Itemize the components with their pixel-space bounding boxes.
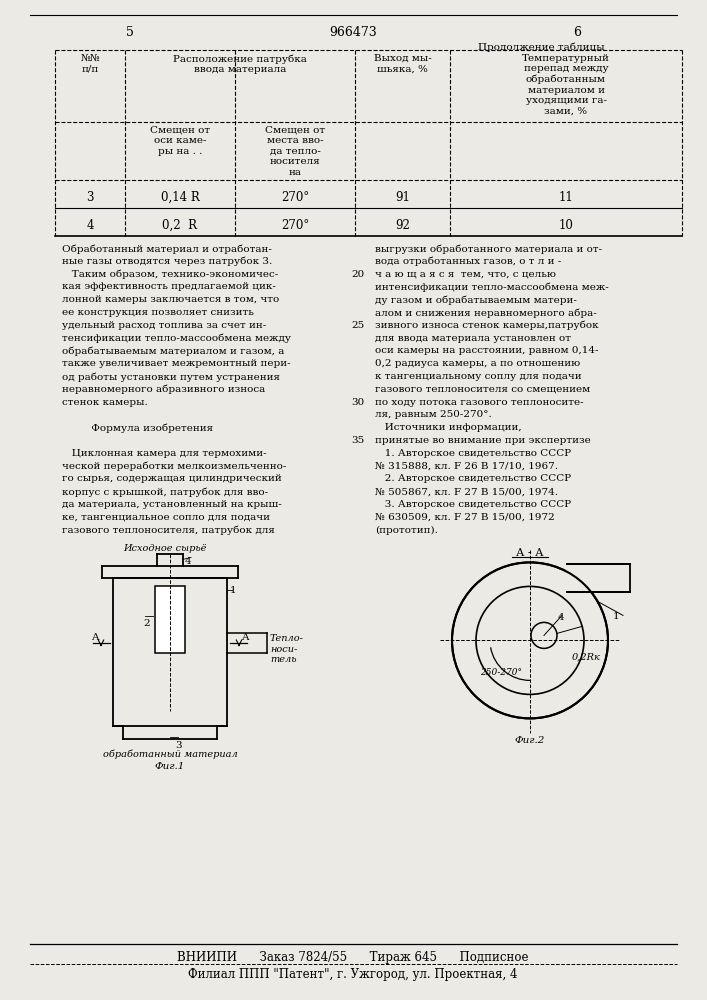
Text: 2: 2 xyxy=(143,619,150,628)
Text: принятые во внимание при экспертизе: принятые во внимание при экспертизе xyxy=(375,436,591,445)
Text: лонной камеры заключается в том, что: лонной камеры заключается в том, что xyxy=(62,295,279,304)
Text: 0,2  R: 0,2 R xyxy=(163,219,197,232)
Text: № 505867, кл. F 27 B 15/00, 1974.: № 505867, кл. F 27 B 15/00, 1974. xyxy=(375,487,558,496)
Text: Формула изобретения: Формула изобретения xyxy=(62,423,213,433)
Text: ее конструкция позволяет снизить: ее конструкция позволяет снизить xyxy=(62,308,254,317)
Text: 966473: 966473 xyxy=(329,26,377,39)
Text: Продолжение таблицы: Продолжение таблицы xyxy=(478,42,604,51)
Text: тенсификации тепло-массообмена между: тенсификации тепло-массообмена между xyxy=(62,334,291,343)
Text: 35: 35 xyxy=(351,436,365,445)
Text: также увеличивает межремонтный пери-: также увеличивает межремонтный пери- xyxy=(62,359,291,368)
Text: 5: 5 xyxy=(126,26,134,39)
Text: 30: 30 xyxy=(351,398,365,407)
Text: A: A xyxy=(91,633,98,642)
Text: од работы установки путем устранения: од работы установки путем устранения xyxy=(62,372,280,381)
Text: 270°: 270° xyxy=(281,219,309,232)
Text: A: A xyxy=(241,633,248,642)
Text: ду газом и обрабатываемым матери-: ду газом и обрабатываемым матери- xyxy=(375,295,577,305)
Text: к тангенциальному соплу для подачи: к тангенциальному соплу для подачи xyxy=(375,372,582,381)
Text: Таким образом, технико-экономичес-: Таким образом, технико-экономичес- xyxy=(62,270,279,279)
Text: зивного износа стенок камеры,патрубок: зивного износа стенок камеры,патрубок xyxy=(375,321,599,330)
Text: Обработанный материал и отработан-: Обработанный материал и отработан- xyxy=(62,244,272,253)
Text: Источники информации,: Источники информации, xyxy=(375,423,522,432)
Text: ля, равным 250-270°.: ля, равным 250-270°. xyxy=(375,410,492,419)
Text: Выход мы-
шьяка, %: Выход мы- шьяка, % xyxy=(373,54,431,73)
Text: 1: 1 xyxy=(613,612,619,621)
Text: корпус с крышкой, патрубок для вво-: корпус с крышкой, патрубок для вво- xyxy=(62,487,268,497)
Text: 91: 91 xyxy=(395,191,410,204)
Text: по ходу потока газового теплоносите-: по ходу потока газового теплоносите- xyxy=(375,398,583,407)
Text: выгрузки обработанного материала и от-: выгрузки обработанного материала и от- xyxy=(375,244,602,253)
Text: 4: 4 xyxy=(86,219,94,232)
Text: 1. Авторское свидетельство СССР: 1. Авторское свидетельство СССР xyxy=(375,449,571,458)
Text: Фиг.1: Фиг.1 xyxy=(155,762,185,771)
Text: 3: 3 xyxy=(86,191,94,204)
Text: №№
п/п: №№ п/п xyxy=(80,54,100,73)
Text: неравномерного абразивного износа: неравномерного абразивного износа xyxy=(62,385,265,394)
Text: ВНИИПИ      Заказ 7824/55      Тираж 645      Подписное: ВНИИПИ Заказ 7824/55 Тираж 645 Подписное xyxy=(177,951,529,964)
Text: 4: 4 xyxy=(558,613,565,622)
Text: Температурный
перепад между
обработанным
материалом и
уходящими га-
зами, %: Температурный перепад между обработанным… xyxy=(522,54,610,116)
Polygon shape xyxy=(566,565,631,591)
Text: 92: 92 xyxy=(395,219,410,232)
Text: 1: 1 xyxy=(230,586,237,595)
Text: № 630509, кл. F 27 B 15/00, 1972: № 630509, кл. F 27 B 15/00, 1972 xyxy=(375,513,555,522)
Text: удельный расход топлива за счет ин-: удельный расход топлива за счет ин- xyxy=(62,321,267,330)
Text: газового теплоносителя со смещением: газового теплоносителя со смещением xyxy=(375,385,590,394)
Text: 0,2Rк: 0,2Rк xyxy=(572,652,601,661)
Text: 4: 4 xyxy=(185,557,192,566)
Text: газового теплоносителя, патрубок для: газового теплоносителя, патрубок для xyxy=(62,526,275,535)
Text: обрабатываемым материалом и газом, а: обрабатываемым материалом и газом, а xyxy=(62,346,284,356)
Text: 3. Авторское свидетельство СССР: 3. Авторское свидетельство СССР xyxy=(375,500,571,509)
Text: (прототип).: (прототип). xyxy=(375,526,438,535)
Text: 11: 11 xyxy=(559,191,573,204)
Text: А - А: А - А xyxy=(516,548,544,558)
Text: ке, тангенциальное сопло для подачи: ке, тангенциальное сопло для подачи xyxy=(62,513,270,522)
Text: алом и снижения неравномерного абра-: алом и снижения неравномерного абра- xyxy=(375,308,597,318)
Text: Смещен от
оси каме-
ры на . .: Смещен от оси каме- ры на . . xyxy=(150,126,210,156)
Text: Циклонная камера для термохими-: Циклонная камера для термохими- xyxy=(62,449,267,458)
Text: 3: 3 xyxy=(175,741,182,750)
Text: кая эффективность предлагаемой цик-: кая эффективность предлагаемой цик- xyxy=(62,282,276,291)
Text: 6: 6 xyxy=(573,26,581,39)
Text: № 315888, кл. F 26 B 17/10, 1967.: № 315888, кл. F 26 B 17/10, 1967. xyxy=(375,462,558,471)
Text: ческой переработки мелкоизмельченно-: ческой переработки мелкоизмельченно- xyxy=(62,462,286,471)
Text: оси камеры на расстоянии, равном 0,14-: оси камеры на расстоянии, равном 0,14- xyxy=(375,346,599,355)
Text: стенок камеры.: стенок камеры. xyxy=(62,398,148,407)
Text: 2. Авторское свидетельство СССР: 2. Авторское свидетельство СССР xyxy=(375,474,571,483)
Text: 270°: 270° xyxy=(281,191,309,204)
Text: 0,14 R: 0,14 R xyxy=(160,191,199,204)
Text: ч а ю щ а я с я  тем, что, с целью: ч а ю щ а я с я тем, что, с целью xyxy=(375,270,556,279)
Text: Фиг.2: Фиг.2 xyxy=(515,736,545,745)
Text: 25: 25 xyxy=(351,321,365,330)
Text: го сырья, содержащая цилиндрический: го сырья, содержащая цилиндрический xyxy=(62,474,282,483)
Text: Смещен от
места вво-
да тепло-
носителя
на: Смещен от места вво- да тепло- носителя … xyxy=(265,126,325,177)
Text: Тепло-
носи-
тель: Тепло- носи- тель xyxy=(270,634,304,664)
Text: 20: 20 xyxy=(351,270,365,279)
Text: Исходное сырьё: Исходное сырьё xyxy=(123,544,206,553)
Text: Расположение патрубка
ввода материала: Расположение патрубка ввода материала xyxy=(173,54,307,74)
Text: ные газы отводятся через патрубок 3.: ные газы отводятся через патрубок 3. xyxy=(62,257,272,266)
Text: Филиал ППП "Патент", г. Ужгород, ул. Проектная, 4: Филиал ППП "Патент", г. Ужгород, ул. Про… xyxy=(188,968,518,981)
Text: да материала, установленный на крыш-: да материала, установленный на крыш- xyxy=(62,500,282,509)
Text: обработанный материал: обработанный материал xyxy=(103,749,238,759)
Polygon shape xyxy=(155,586,185,653)
Text: для ввода материала установлен от: для ввода материала установлен от xyxy=(375,334,571,343)
Text: 250-270°: 250-270° xyxy=(480,668,522,677)
Text: 10: 10 xyxy=(559,219,573,232)
Text: вода отработанных газов, о т л и -: вода отработанных газов, о т л и - xyxy=(375,257,561,266)
Text: 0,2 радиуса камеры, а по отношению: 0,2 радиуса камеры, а по отношению xyxy=(375,359,580,368)
Text: интенсификации тепло-массообмена меж-: интенсификации тепло-массообмена меж- xyxy=(375,282,609,292)
